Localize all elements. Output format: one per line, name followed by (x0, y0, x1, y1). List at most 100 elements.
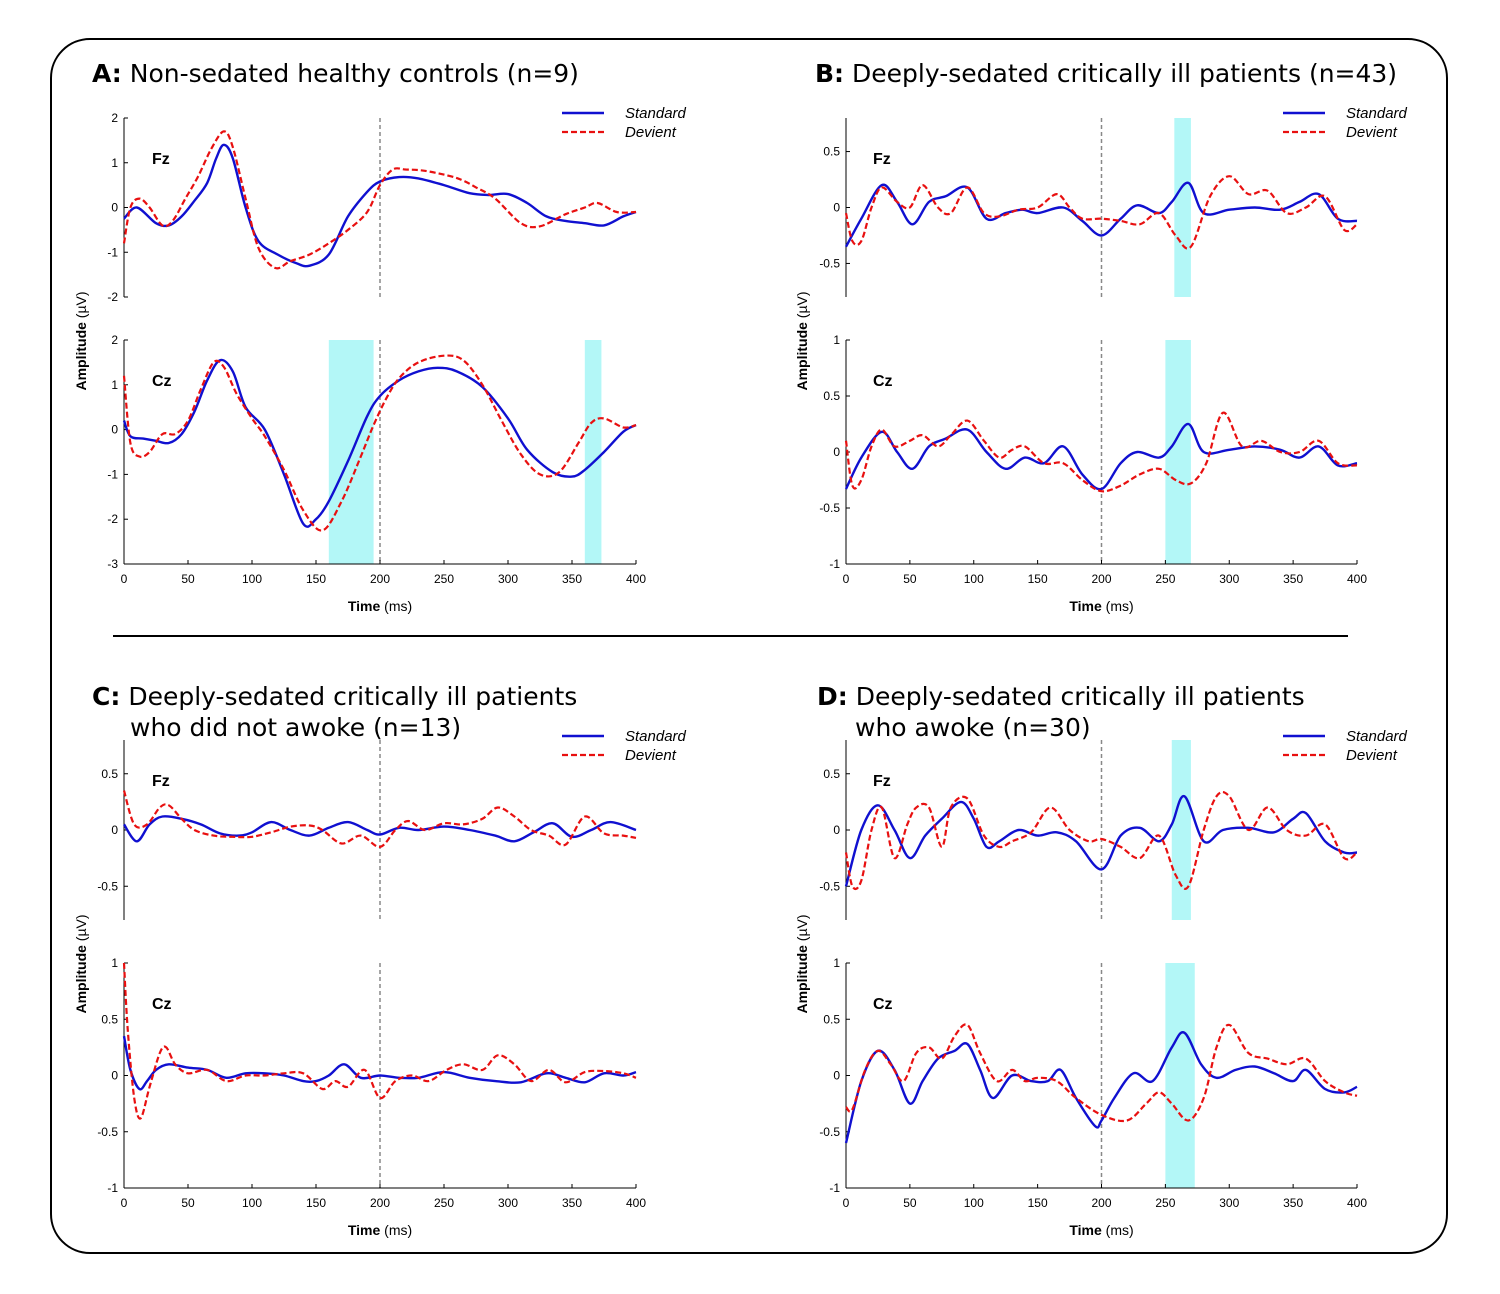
significance-band (1174, 118, 1191, 297)
y-tick-label: 2 (111, 111, 118, 125)
x-tick-label: 200 (1091, 1196, 1111, 1210)
legend-devient-label: Devient (1346, 747, 1398, 764)
y-tick-label: 1 (111, 378, 118, 392)
y-tick-label: -0.5 (97, 879, 118, 893)
panel-title-text: Deeply-sedated critically ill patients (128, 682, 578, 711)
x-tick-label: 100 (242, 1196, 262, 1210)
panel-title-line2: who awoke (n=30) (855, 713, 1091, 742)
legend-standard-label: Standard (1346, 728, 1408, 745)
y-tick-label: 0.5 (823, 1012, 840, 1026)
significance-band (1171, 740, 1191, 920)
y-tick-label: -1 (829, 557, 840, 571)
panel-letter: B: (815, 59, 845, 88)
x-tick-label: 400 (626, 1196, 646, 1210)
x-tick-label: 50 (181, 1196, 195, 1210)
channel-label: Cz (152, 996, 172, 1013)
x-tick-label: 400 (1347, 1196, 1367, 1210)
y-tick-label: -2 (107, 290, 118, 304)
significance-band (1165, 963, 1195, 1188)
legend-standard-label: Standard (625, 728, 687, 745)
x-tick-label: 300 (498, 572, 518, 586)
y-tick-label: -3 (107, 557, 118, 571)
significance-band (1165, 340, 1191, 564)
x-tick-label: 0 (121, 1196, 128, 1210)
x-tick-label: 0 (843, 572, 850, 586)
y-axis-label: Amplitude (µV) (794, 914, 810, 1013)
y-tick-label: 0 (111, 423, 118, 437)
x-tick-label: 100 (964, 572, 984, 586)
channel-label: Fz (152, 773, 170, 790)
channel-label: Fz (873, 151, 891, 168)
y-tick-label: 0 (833, 201, 840, 215)
panel-title-text: Non-sedated healthy controls (n=9) (129, 59, 579, 88)
devient-series-line (122, 790, 637, 848)
y-tick-label: 0.5 (101, 767, 118, 781)
y-tick-label: 1 (111, 156, 118, 170)
x-tick-label: 350 (562, 1196, 582, 1210)
y-axis-label: Amplitude (µV) (73, 914, 89, 1013)
y-tick-label: -0.5 (819, 1125, 840, 1139)
panel-title-line2: who did not awoke (n=13) (130, 713, 462, 742)
x-tick-label: 100 (242, 572, 262, 586)
y-tick-label: 0 (833, 1069, 840, 1083)
y-tick-label: 0.5 (823, 145, 840, 159)
x-tick-label: 150 (1028, 1196, 1048, 1210)
channel-label: Cz (873, 373, 893, 390)
standard-series-line (122, 815, 637, 843)
legend-devient-label: Devient (1346, 124, 1398, 141)
x-tick-label: 200 (1091, 572, 1111, 586)
panel-letter: C: (92, 682, 121, 711)
channel-label: Cz (152, 373, 172, 390)
y-tick-label: 0 (111, 201, 118, 215)
devient-series-line (844, 790, 1358, 891)
x-tick-label: 250 (434, 1196, 454, 1210)
legend-devient-label: Devient (625, 124, 677, 141)
y-axis-label: Amplitude (µV) (73, 291, 89, 390)
x-axis-label: Time (ms) (1069, 598, 1133, 614)
y-tick-label: -1 (107, 1181, 118, 1195)
x-tick-label: 250 (1155, 572, 1175, 586)
devient-series-line (122, 962, 637, 1120)
x-tick-label: 150 (306, 572, 326, 586)
y-tick-label: 1 (833, 333, 840, 347)
legend-standard-label: Standard (625, 105, 687, 122)
x-axis-label: Time (ms) (348, 1222, 412, 1238)
x-tick-label: 200 (370, 1196, 390, 1210)
y-tick-label: -1 (107, 467, 118, 481)
panel-c-title: C: Deeply-sedated critically ill patient… (92, 681, 577, 743)
y-tick-label: 0 (111, 823, 118, 837)
panel-letter: D: (817, 682, 848, 711)
x-tick-label: 50 (903, 572, 917, 586)
x-tick-label: 0 (843, 1196, 850, 1210)
panel-title-text: Deeply-sedated critically ill patients (855, 682, 1305, 711)
panel-divider (113, 635, 1348, 637)
channel-label: Fz (873, 773, 891, 790)
x-tick-label: 350 (1283, 572, 1303, 586)
x-tick-label: 300 (498, 1196, 518, 1210)
x-tick-label: 300 (1219, 572, 1239, 586)
standard-series-line (122, 358, 637, 528)
x-tick-label: 0 (121, 572, 128, 586)
standard-series-line (844, 422, 1358, 491)
y-tick-label: 0.5 (101, 1012, 118, 1026)
standard-series-line (122, 1035, 637, 1091)
y-tick-label: -0.5 (819, 256, 840, 270)
devient-series-line (844, 175, 1358, 250)
y-tick-label: -0.5 (819, 879, 840, 893)
legend-standard-label: Standard (1346, 105, 1408, 122)
y-tick-label: 0.5 (823, 767, 840, 781)
devient-series-line (122, 130, 637, 270)
y-tick-label: 0 (833, 823, 840, 837)
standard-series-line (844, 795, 1358, 887)
y-tick-label: -2 (107, 512, 118, 526)
x-tick-label: 150 (1028, 572, 1048, 586)
x-tick-label: 400 (1347, 572, 1367, 586)
y-tick-label: 1 (833, 956, 840, 970)
panel-title-text: Deeply-sedated critically ill patients (… (852, 59, 1398, 88)
devient-series-line (845, 1023, 1358, 1123)
y-axis-label: Amplitude (µV) (794, 291, 810, 390)
devient-series-line (844, 411, 1358, 493)
standard-series-line (844, 181, 1358, 248)
x-tick-label: 350 (1283, 1196, 1303, 1210)
